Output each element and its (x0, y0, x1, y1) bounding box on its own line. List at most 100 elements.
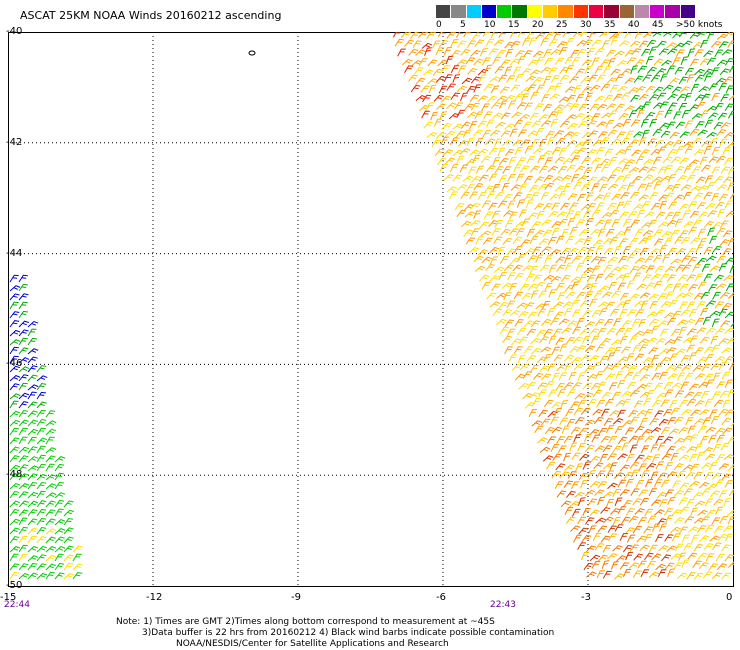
wind-barb (624, 527, 635, 535)
wind-barb (683, 192, 692, 200)
wind-barb (600, 83, 611, 92)
wind-barb (433, 118, 443, 127)
wind-barb (502, 166, 512, 174)
wind-barb (566, 114, 577, 121)
wind-barb (27, 428, 39, 436)
wind-barb (729, 65, 734, 73)
wind-barb (587, 120, 598, 128)
wind-barb (688, 227, 697, 235)
wind-barb (634, 229, 644, 237)
wind-barb (606, 174, 617, 182)
wind-barb (604, 148, 614, 157)
wind-barb (608, 281, 617, 290)
wind-barb (649, 118, 658, 128)
wind-barb (705, 553, 715, 562)
wind-barb (530, 192, 540, 200)
wind-barb (445, 55, 454, 65)
wind-barb (615, 74, 625, 82)
wind-barb (575, 68, 585, 76)
wind-barb (531, 221, 542, 229)
wind-barb (573, 181, 583, 190)
wind-barb (697, 228, 706, 238)
wind-barb (513, 164, 522, 173)
wind-barb (580, 479, 588, 489)
wind-barb (729, 264, 734, 274)
legend-swatch (604, 5, 620, 18)
wind-barb (695, 121, 705, 129)
wind-barb (566, 164, 577, 172)
wind-barb (36, 427, 46, 436)
wind-barb (574, 463, 584, 472)
wind-barb (36, 572, 48, 580)
wind-barb (520, 239, 531, 247)
wind-barb (535, 254, 544, 263)
wind-barb (464, 211, 476, 218)
wind-barb (594, 194, 605, 202)
wind-barb (718, 362, 727, 371)
wind-barb (618, 158, 629, 165)
wind-barb (568, 247, 579, 254)
wind-barb (576, 291, 586, 299)
wind-barb (646, 166, 657, 174)
wind-barb (715, 283, 727, 290)
wind-barb (597, 381, 607, 390)
wind-barb (713, 274, 724, 282)
wind-barb (656, 491, 667, 499)
wind-barb (493, 266, 505, 274)
wind-barb (567, 140, 578, 148)
wind-barb (551, 227, 560, 237)
wind-barb (529, 392, 540, 399)
wind-barb (45, 563, 56, 571)
wind-barb (626, 280, 635, 289)
wind-barb (727, 182, 734, 191)
wind-barb (541, 120, 552, 127)
wind-barb (527, 283, 538, 291)
wind-barb (517, 253, 526, 262)
wind-barb (623, 226, 632, 235)
wind-barb (639, 247, 649, 256)
wind-barb (27, 365, 38, 373)
latitude-tick-label: -50 (6, 580, 23, 591)
wind-barb (581, 114, 593, 121)
wind-barb (679, 230, 689, 238)
wind-barb (563, 131, 575, 138)
wind-barb (679, 131, 690, 139)
wind-barb (666, 317, 677, 326)
wind-barb (470, 49, 481, 57)
wind-barb (672, 139, 683, 148)
wind-barb (712, 472, 722, 480)
wind-barb (678, 274, 689, 282)
wind-barb (564, 362, 573, 372)
wind-barb (590, 335, 600, 344)
wind-barb (550, 275, 562, 283)
wind-barb (618, 255, 628, 264)
wind-barb (603, 264, 613, 273)
wind-barb (589, 84, 601, 92)
wind-barb (563, 308, 573, 317)
wind-barb (581, 86, 592, 94)
wind-barb (663, 237, 673, 246)
wind-barb (577, 175, 589, 182)
wind-barb (504, 123, 515, 130)
wind-barb (704, 472, 714, 481)
wind-barb (728, 362, 734, 371)
wind-barb (668, 201, 678, 210)
wind-barb (680, 184, 692, 191)
wind-barb (705, 426, 717, 434)
wind-barb (669, 131, 680, 139)
wind-barb (404, 65, 414, 73)
wind-barb (707, 210, 718, 218)
wind-barb (459, 148, 471, 155)
wind-barb (628, 562, 640, 569)
wind-barb (534, 103, 544, 111)
wind-barb (657, 320, 669, 327)
wind-barb (620, 192, 630, 200)
wind-barb (540, 346, 552, 353)
wind-barb (496, 49, 507, 57)
wind-barb (670, 229, 680, 238)
wind-barb (699, 535, 710, 542)
wind-barb (489, 129, 501, 137)
wind-barb (571, 382, 582, 390)
wind-barb (45, 546, 57, 553)
wind-barb (442, 149, 453, 156)
